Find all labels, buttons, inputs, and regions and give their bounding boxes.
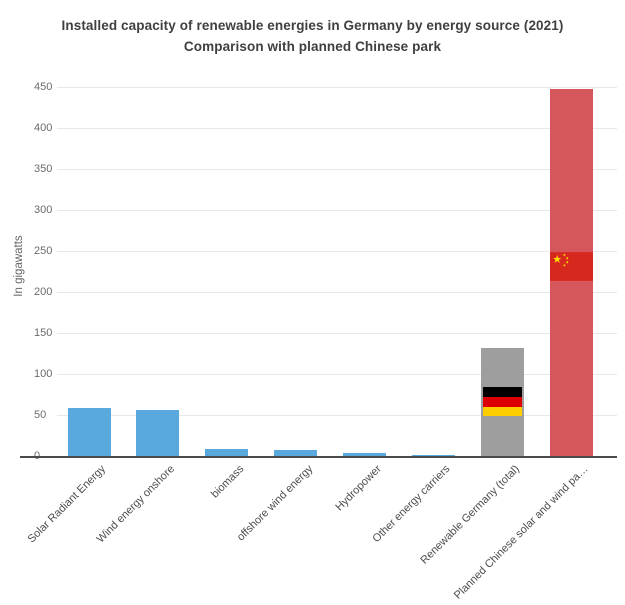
chart-title: Installed capacity of renewable energies… xyxy=(61,18,564,33)
bar-4[interactable] xyxy=(274,450,318,456)
y-tick-label: 400 xyxy=(34,122,53,134)
gridline xyxy=(57,169,617,170)
chart-subtitle: Comparison with planned Chinese park xyxy=(183,39,442,54)
y-axis-title: In gigawatts xyxy=(13,235,25,297)
y-tick-label: 350 xyxy=(34,163,53,175)
x-axis-label: Hydropower xyxy=(333,463,384,514)
x-axis-label: Solar Radiant Energy xyxy=(26,463,109,546)
gridline xyxy=(57,87,617,88)
gridline xyxy=(57,415,617,416)
x-axis-label: Planned Chinese solar and wind pa… xyxy=(451,463,591,602)
chinese-flag-svg xyxy=(549,252,593,282)
y-tick-label: 100 xyxy=(34,368,53,380)
bar-3[interactable] xyxy=(205,448,249,456)
german-flag-stripe-1 xyxy=(482,387,522,398)
gridline xyxy=(57,333,617,334)
x-axis-label: biomass xyxy=(208,463,247,501)
gridline xyxy=(57,292,617,293)
x-axis-line xyxy=(20,456,617,458)
gridline xyxy=(57,210,617,211)
german-flag-stripe-2 xyxy=(482,397,522,407)
y-tick-label: 300 xyxy=(34,204,53,216)
gridline xyxy=(57,128,617,129)
x-axis-label: Wind energy onshore xyxy=(94,463,178,546)
bar-6[interactable] xyxy=(411,455,455,456)
gridline xyxy=(57,251,617,252)
chinese-flag xyxy=(549,251,593,282)
y-tick-label: 450 xyxy=(34,81,53,93)
y-tick-label: 50 xyxy=(34,409,47,421)
german-flag xyxy=(482,387,522,417)
y-tick-label: 200 xyxy=(34,286,53,298)
y-tick-label: 150 xyxy=(34,327,53,339)
bar-1[interactable] xyxy=(67,408,111,456)
german-flag-stripe-3 xyxy=(482,406,522,417)
bar-5[interactable] xyxy=(342,452,386,456)
bar-2[interactable] xyxy=(136,410,180,456)
x-axis-label: offshore wind energy xyxy=(234,463,316,544)
x-axis-label: Other energy carriers xyxy=(370,463,453,545)
gridline xyxy=(57,374,617,375)
y-tick-label: 250 xyxy=(34,245,53,257)
